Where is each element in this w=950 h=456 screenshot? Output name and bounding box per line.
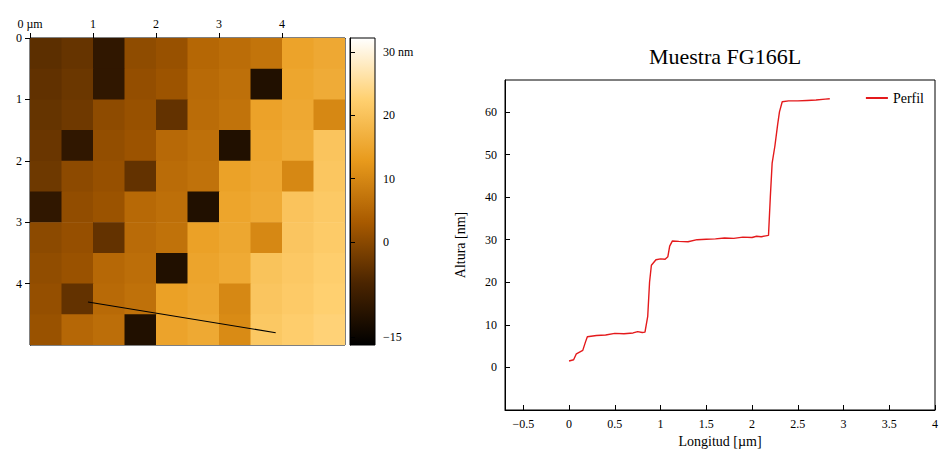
svg-text:0: 0 (566, 417, 572, 431)
svg-text:Muestra FG166L: Muestra FG166L (649, 44, 801, 69)
svg-text:10: 10 (485, 318, 497, 332)
svg-text:0.5: 0.5 (607, 417, 622, 431)
svg-text:1: 1 (658, 417, 664, 431)
svg-text:60: 60 (485, 105, 497, 119)
svg-text:−15: −15 (383, 330, 402, 344)
svg-text:3: 3 (16, 215, 22, 229)
svg-text:2: 2 (16, 154, 22, 168)
svg-text:Perfil: Perfil (893, 91, 924, 106)
svg-text:0: 0 (491, 360, 497, 374)
svg-text:20: 20 (383, 108, 395, 122)
svg-text:3.5: 3.5 (882, 417, 897, 431)
svg-text:3: 3 (216, 17, 222, 31)
svg-text:0: 0 (16, 31, 22, 45)
svg-text:1: 1 (16, 92, 22, 106)
svg-text:1: 1 (90, 17, 96, 31)
svg-text:Altura [nm]: Altura [nm] (453, 212, 468, 278)
svg-text:0: 0 (383, 235, 389, 249)
svg-text:10: 10 (383, 172, 395, 186)
svg-text:2.5: 2.5 (790, 417, 805, 431)
svg-text:2: 2 (153, 17, 159, 31)
svg-text:4: 4 (279, 17, 285, 31)
svg-text:Longitud [µm]: Longitud [µm] (678, 434, 761, 449)
svg-text:0 µm: 0 µm (17, 17, 43, 31)
svg-text:20: 20 (485, 275, 497, 289)
svg-text:30 nm: 30 nm (383, 45, 414, 59)
svg-text:30: 30 (485, 233, 497, 247)
svg-text:50: 50 (485, 148, 497, 162)
svg-text:4: 4 (932, 417, 938, 431)
svg-text:−0.5: −0.5 (512, 417, 534, 431)
svg-text:2: 2 (749, 417, 755, 431)
svg-text:40: 40 (485, 190, 497, 204)
svg-text:1.5: 1.5 (699, 417, 714, 431)
svg-text:4: 4 (16, 277, 22, 291)
svg-text:3: 3 (841, 417, 847, 431)
